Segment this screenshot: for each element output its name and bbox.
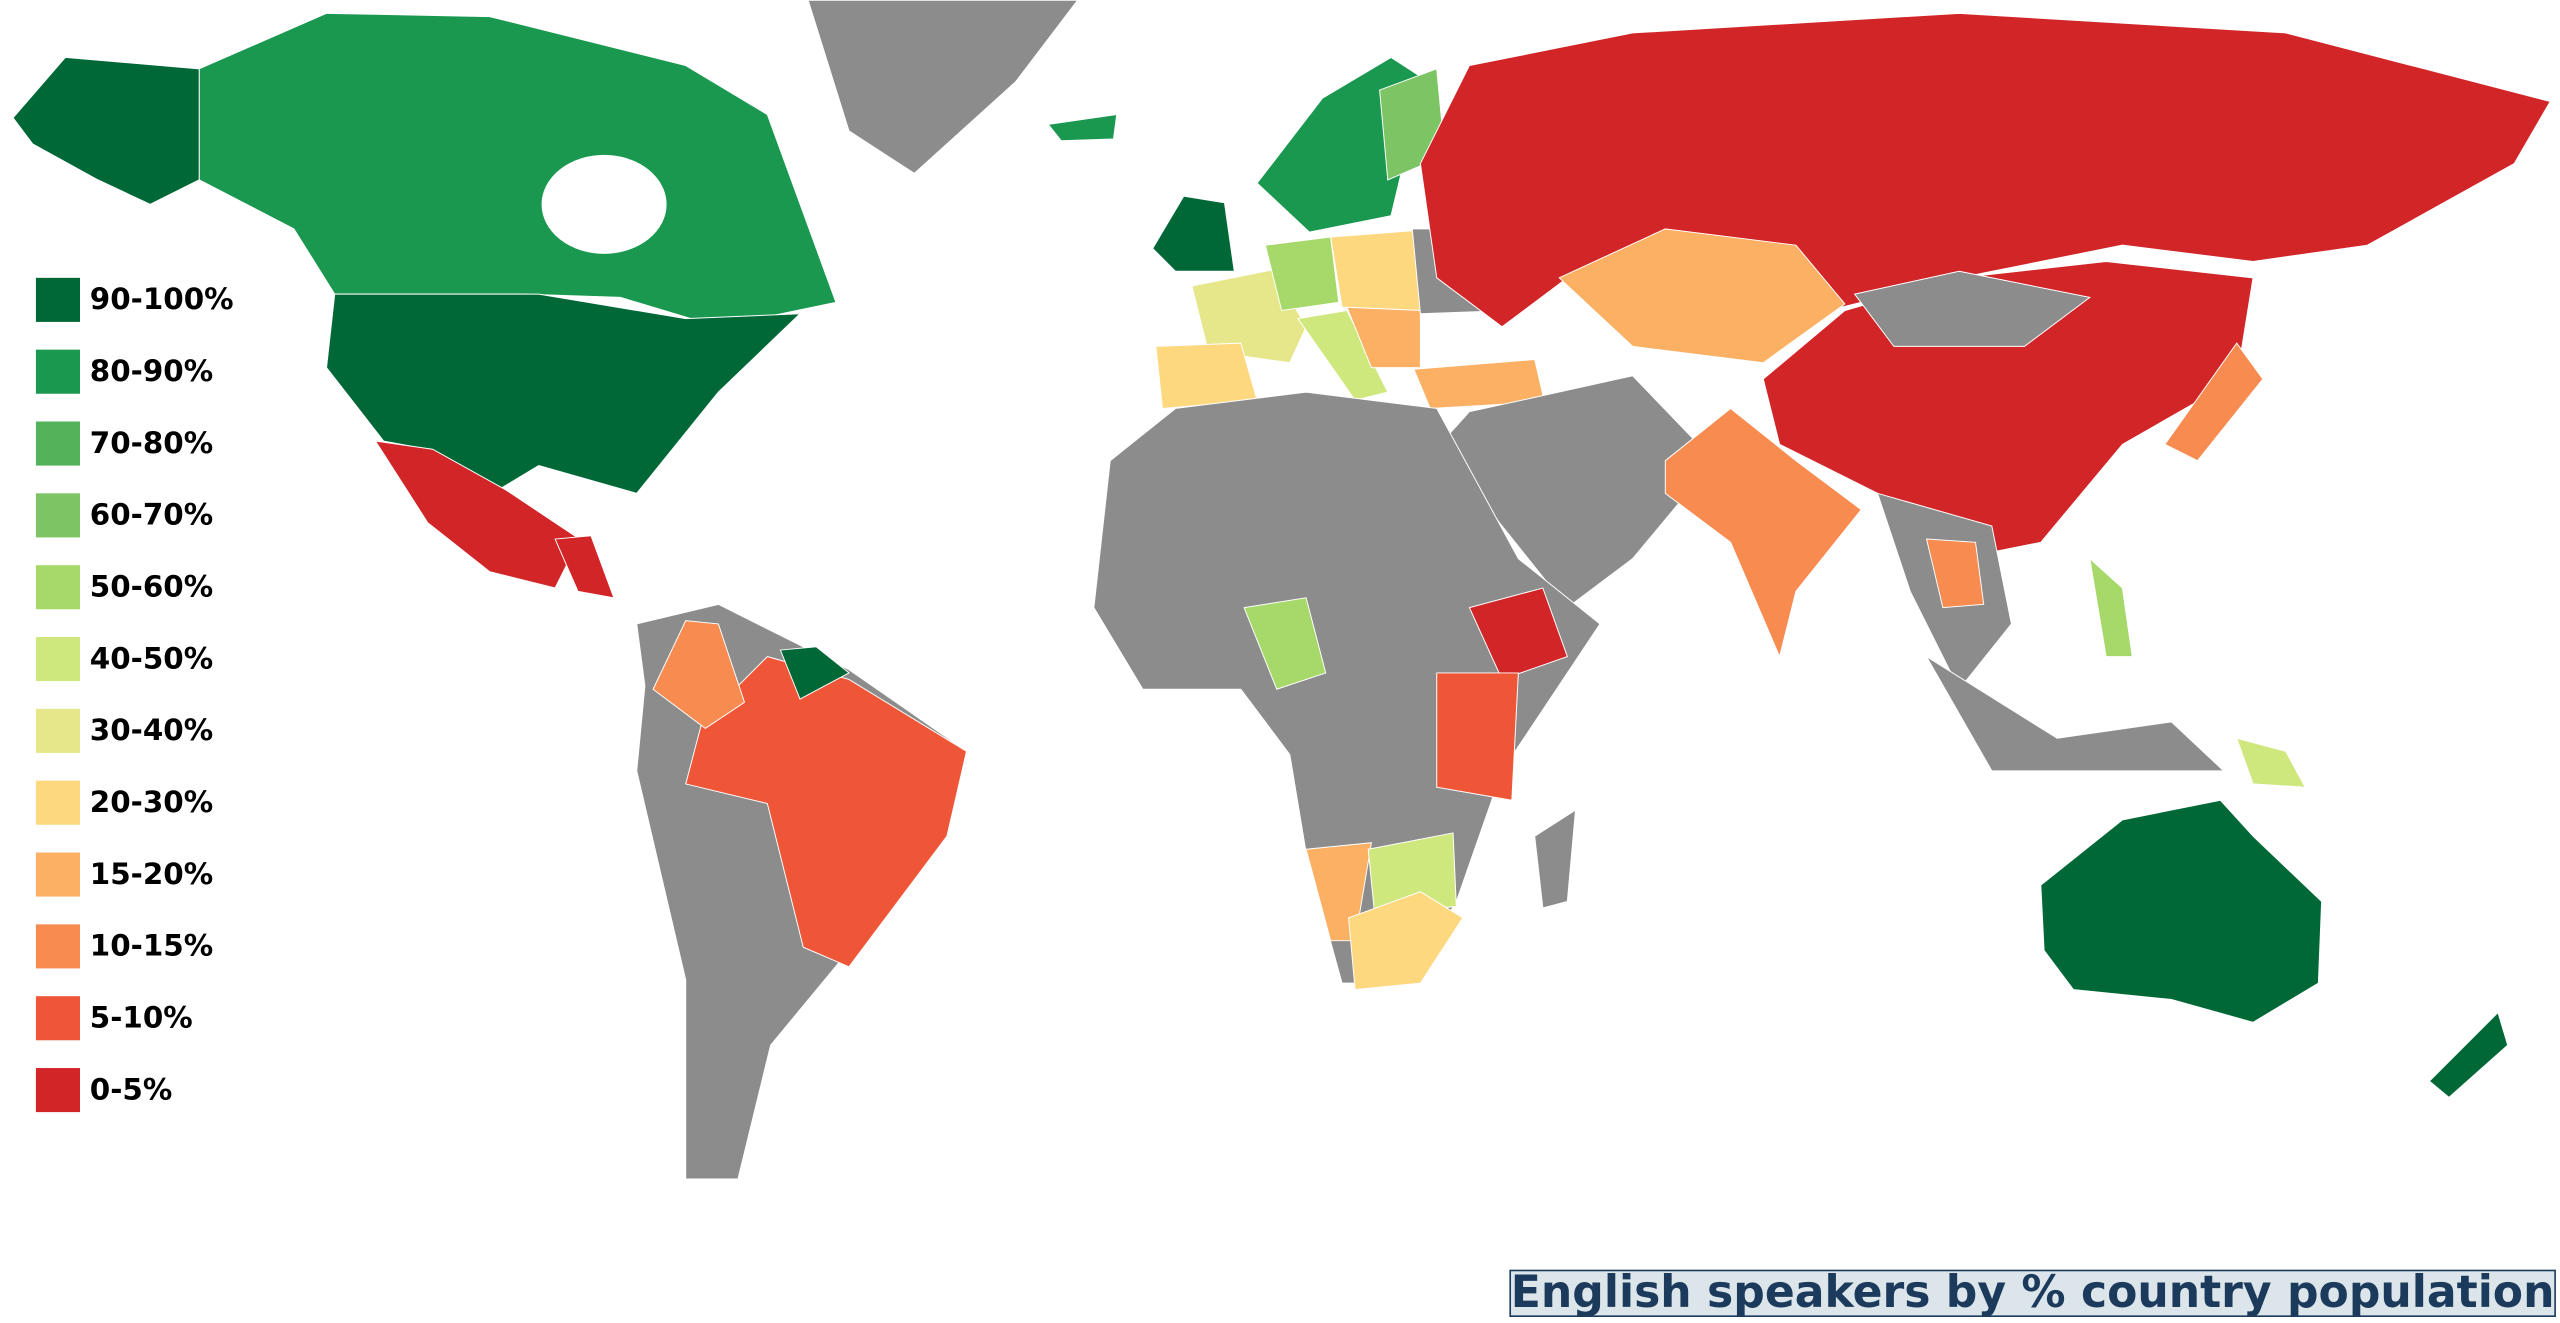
east-africa [1436, 672, 1519, 801]
japan [2164, 342, 2264, 462]
southern-africa-north [1367, 832, 1457, 916]
legend-swatch [35, 349, 80, 394]
legend-swatch [35, 780, 80, 825]
map-title: English speakers by % country population [1511, 1267, 2555, 1318]
legend-label: 15-20% [90, 857, 213, 891]
philippines [2089, 557, 2133, 658]
ethiopia [1468, 587, 1568, 681]
legend-label: 10-15% [90, 929, 213, 963]
thailand [1925, 538, 1985, 609]
indonesia [1926, 656, 2225, 772]
legend-label: 5-10% [90, 1001, 193, 1035]
australia [2040, 799, 2323, 1023]
legend-label: 30-40% [90, 713, 213, 747]
new-zealand [2428, 1011, 2509, 1099]
iberia [1155, 342, 1258, 409]
legend-swatch [35, 708, 80, 753]
legend-swatch [35, 996, 80, 1041]
legend-label: 70-80% [90, 426, 213, 460]
mongolia [1853, 270, 2091, 347]
eastern-europe [1346, 306, 1421, 369]
legend-swatch [35, 277, 80, 322]
alaska [12, 56, 200, 205]
italy-balkans [1297, 309, 1389, 401]
greenland [807, 0, 1079, 174]
papua-new-guinea [2235, 737, 2307, 788]
kazakhstan [1558, 228, 1846, 364]
germany [1264, 236, 1340, 312]
legend-label: 20-30% [90, 785, 213, 819]
world-map [12, 0, 2551, 1180]
legend-label: 50-60% [90, 570, 213, 604]
iceland [1047, 113, 1118, 142]
south-africa [1348, 891, 1464, 991]
nigeria [1243, 597, 1327, 690]
legend-swatch [35, 637, 80, 682]
legend-label: 60-70% [90, 498, 213, 532]
legend-label: 80-90% [90, 354, 213, 388]
legend-swatch [35, 421, 80, 466]
legend-swatch [35, 493, 80, 538]
usa [326, 293, 802, 494]
legend-label: 40-50% [90, 641, 213, 675]
madagascar [1534, 809, 1577, 909]
title-box [1509, 1269, 2556, 1318]
central-america [554, 535, 615, 599]
legend-swatch [35, 565, 80, 610]
russia [1419, 12, 2551, 328]
legend-swatch [35, 852, 80, 897]
india [1664, 407, 1862, 659]
legend: 90-100% 80-90% 70-80% 60-70% 50-60% 40-50% 30-… [35, 277, 234, 1113]
legend-swatch [35, 924, 80, 969]
legend-label: 90-100% [90, 282, 234, 316]
legend-swatch [35, 1068, 80, 1113]
guyana [779, 646, 850, 700]
hudson-bay [541, 154, 667, 254]
legend-label: 0-5% [90, 1072, 173, 1106]
uk-ireland [1152, 195, 1235, 272]
colombia [652, 620, 746, 730]
